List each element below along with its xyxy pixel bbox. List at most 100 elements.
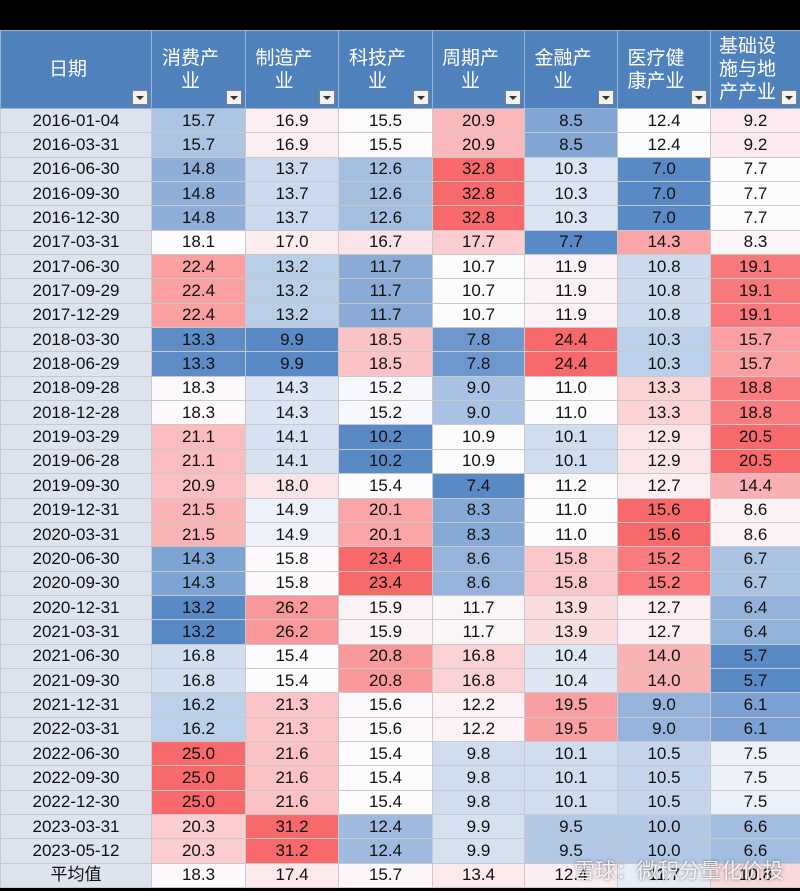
value-cell-financial[interactable]: 11.0	[524, 497, 618, 523]
value-cell-consumer[interactable]: 13.3	[151, 351, 246, 377]
value-cell-infra[interactable]: 6.1	[710, 716, 800, 742]
average-cell-infra[interactable]: 10.8	[710, 862, 800, 889]
value-cell-healthcare[interactable]: 10.3	[617, 351, 711, 377]
value-cell-manufacturing[interactable]: 31.2	[245, 813, 339, 840]
value-cell-tech[interactable]: 11.7	[338, 278, 433, 304]
value-cell-financial[interactable]: 11.9	[524, 254, 618, 280]
value-cell-financial[interactable]: 13.9	[524, 619, 618, 645]
value-cell-consumer[interactable]: 16.8	[151, 667, 246, 694]
value-cell-infra[interactable]: 9.2	[710, 107, 800, 134]
value-cell-tech[interactable]: 15.6	[338, 692, 433, 718]
value-cell-infra[interactable]: 5.7	[710, 667, 800, 694]
value-cell-healthcare[interactable]: 10.0	[617, 838, 711, 864]
value-cell-manufacturing[interactable]: 16.9	[245, 132, 339, 158]
value-cell-manufacturing[interactable]: 9.9	[245, 327, 339, 353]
value-cell-cyclical[interactable]: 9.0	[432, 400, 525, 426]
date-cell[interactable]: 2017-12-29	[0, 302, 152, 329]
value-cell-consumer[interactable]: 21.1	[151, 424, 246, 450]
value-cell-tech[interactable]: 15.9	[338, 619, 433, 645]
value-cell-manufacturing[interactable]: 14.3	[245, 375, 339, 402]
value-cell-healthcare[interactable]: 10.3	[617, 327, 711, 353]
filter-dropdown-icon[interactable]	[691, 90, 707, 105]
value-cell-consumer[interactable]: 21.1	[151, 448, 246, 475]
average-label-cell[interactable]: 平均值	[0, 862, 152, 889]
value-cell-consumer[interactable]: 15.7	[151, 107, 246, 134]
value-cell-tech[interactable]: 18.5	[338, 351, 433, 377]
value-cell-infra[interactable]: 9.2	[710, 132, 800, 158]
value-cell-cyclical[interactable]: 12.2	[432, 692, 525, 718]
value-cell-infra[interactable]: 7.7	[710, 181, 800, 207]
value-cell-tech[interactable]: 12.6	[338, 156, 433, 183]
value-cell-tech[interactable]: 11.7	[338, 302, 433, 329]
value-cell-financial[interactable]: 15.8	[524, 546, 618, 572]
value-cell-tech[interactable]: 11.7	[338, 254, 433, 280]
value-cell-consumer[interactable]: 14.3	[151, 570, 246, 596]
value-cell-tech[interactable]: 20.8	[338, 643, 433, 669]
column-header-healthcare[interactable]: 医疗健康产业	[617, 30, 711, 109]
value-cell-financial[interactable]: 10.4	[524, 643, 618, 669]
value-cell-infra[interactable]: 6.6	[710, 838, 800, 864]
value-cell-consumer[interactable]: 13.3	[151, 327, 246, 353]
date-cell[interactable]: 2019-12-31	[0, 497, 152, 523]
value-cell-healthcare[interactable]: 14.3	[617, 229, 711, 256]
value-cell-tech[interactable]: 15.5	[338, 132, 433, 158]
value-cell-cyclical[interactable]: 8.3	[432, 497, 525, 523]
value-cell-financial[interactable]: 11.0	[524, 521, 618, 548]
value-cell-financial[interactable]: 24.4	[524, 351, 618, 377]
value-cell-financial[interactable]: 11.0	[524, 375, 618, 402]
value-cell-infra[interactable]: 7.5	[710, 765, 800, 791]
column-header-consumer[interactable]: 消费产业	[151, 30, 246, 109]
value-cell-financial[interactable]: 24.4	[524, 327, 618, 353]
value-cell-healthcare[interactable]: 12.4	[617, 132, 711, 158]
column-header-tech[interactable]: 科技产业	[338, 30, 433, 109]
value-cell-healthcare[interactable]: 7.0	[617, 181, 711, 207]
value-cell-manufacturing[interactable]: 15.8	[245, 570, 339, 596]
value-cell-infra[interactable]: 18.8	[710, 400, 800, 426]
filter-dropdown-icon[interactable]	[132, 90, 148, 105]
value-cell-consumer[interactable]: 20.3	[151, 838, 246, 864]
date-cell[interactable]: 2016-03-31	[0, 132, 152, 158]
date-cell[interactable]: 2019-03-29	[0, 424, 152, 450]
value-cell-financial[interactable]: 9.5	[524, 813, 618, 840]
value-cell-healthcare[interactable]: 15.2	[617, 570, 711, 596]
value-cell-financial[interactable]: 10.1	[524, 789, 618, 815]
value-cell-tech[interactable]: 12.6	[338, 205, 433, 231]
value-cell-healthcare[interactable]: 10.8	[617, 254, 711, 280]
value-cell-tech[interactable]: 23.4	[338, 546, 433, 572]
value-cell-healthcare[interactable]: 12.7	[617, 619, 711, 645]
value-cell-consumer[interactable]: 22.4	[151, 302, 246, 329]
value-cell-consumer[interactable]: 25.0	[151, 765, 246, 791]
value-cell-healthcare[interactable]: 12.9	[617, 424, 711, 450]
value-cell-financial[interactable]: 19.5	[524, 692, 618, 718]
value-cell-financial[interactable]: 10.4	[524, 667, 618, 694]
value-cell-consumer[interactable]: 16.2	[151, 692, 246, 718]
value-cell-manufacturing[interactable]: 21.3	[245, 692, 339, 718]
value-cell-cyclical[interactable]: 17.7	[432, 229, 525, 256]
average-cell-cyclical[interactable]: 13.4	[432, 862, 525, 889]
value-cell-tech[interactable]: 10.2	[338, 448, 433, 475]
value-cell-healthcare[interactable]: 13.3	[617, 400, 711, 426]
value-cell-cyclical[interactable]: 9.9	[432, 838, 525, 864]
value-cell-manufacturing[interactable]: 13.7	[245, 205, 339, 231]
value-cell-infra[interactable]: 7.5	[710, 740, 800, 767]
value-cell-infra[interactable]: 7.5	[710, 789, 800, 815]
value-cell-infra[interactable]: 8.3	[710, 229, 800, 256]
value-cell-financial[interactable]: 10.1	[524, 740, 618, 767]
value-cell-manufacturing[interactable]: 18.0	[245, 473, 339, 499]
value-cell-healthcare[interactable]: 7.0	[617, 205, 711, 231]
value-cell-cyclical[interactable]: 7.8	[432, 351, 525, 377]
value-cell-healthcare[interactable]: 15.6	[617, 497, 711, 523]
value-cell-tech[interactable]: 20.1	[338, 521, 433, 548]
value-cell-infra[interactable]: 20.5	[710, 424, 800, 450]
value-cell-cyclical[interactable]: 9.8	[432, 789, 525, 815]
average-cell-manufacturing[interactable]: 17.4	[245, 862, 339, 889]
value-cell-infra[interactable]: 6.7	[710, 546, 800, 572]
value-cell-healthcare[interactable]: 12.7	[617, 473, 711, 499]
value-cell-consumer[interactable]: 15.7	[151, 132, 246, 158]
value-cell-consumer[interactable]: 20.9	[151, 473, 246, 499]
value-cell-cyclical[interactable]: 10.7	[432, 302, 525, 329]
date-cell[interactable]: 2022-12-30	[0, 789, 152, 815]
value-cell-financial[interactable]: 19.5	[524, 716, 618, 742]
value-cell-healthcare[interactable]: 12.9	[617, 448, 711, 475]
value-cell-consumer[interactable]: 18.3	[151, 375, 246, 402]
